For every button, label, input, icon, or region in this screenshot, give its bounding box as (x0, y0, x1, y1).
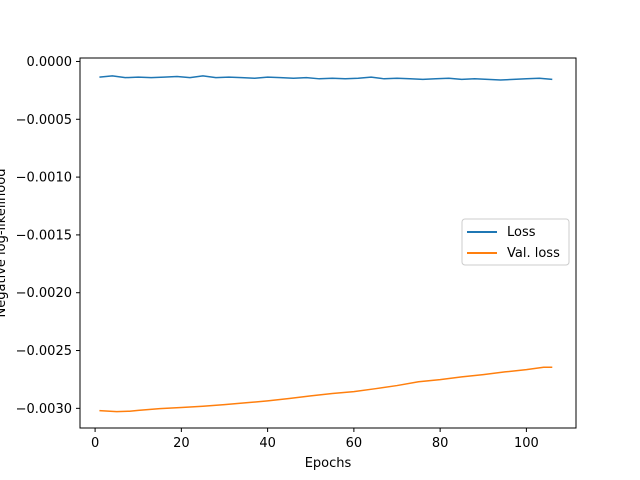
legend: Loss Val. loss (461, 218, 570, 266)
x-tick-label: 40 (259, 436, 276, 451)
y-axis-label: Negative log-likelihood (0, 169, 9, 318)
series-line-val-loss (99, 366, 553, 413)
y-tick-label: −0.0005 (16, 113, 72, 128)
x-tick-label: 0 (91, 436, 99, 451)
y-tick-label: 0.0000 (27, 55, 73, 70)
y-tick-label: −0.0020 (16, 286, 72, 301)
x-tick-label: 60 (346, 436, 363, 451)
series-line-loss (99, 75, 553, 81)
y-tick-label: −0.0025 (16, 344, 72, 359)
y-axis-ticks: 0.0000 −0.0005 −0.0010 −0.0015 −0.0020 −0.002… (16, 55, 80, 417)
x-tick-label: 100 (514, 436, 539, 451)
x-tick-label: 20 (173, 436, 190, 451)
y-tick-label: −0.0030 (16, 402, 72, 417)
x-axis-label: Epochs (305, 456, 352, 471)
x-tick-label: 80 (432, 436, 449, 451)
series-layer (99, 75, 553, 413)
axes-frame (79, 57, 577, 429)
plot-area (79, 57, 577, 429)
x-axis-ticks: 0 20 40 60 80 100 (91, 428, 539, 451)
y-tick-label: −0.0015 (16, 228, 72, 243)
y-tick-label: −0.0010 (16, 171, 72, 186)
legend-label-loss: Loss (507, 225, 536, 240)
legend-label-val-loss: Val. loss (507, 246, 560, 261)
